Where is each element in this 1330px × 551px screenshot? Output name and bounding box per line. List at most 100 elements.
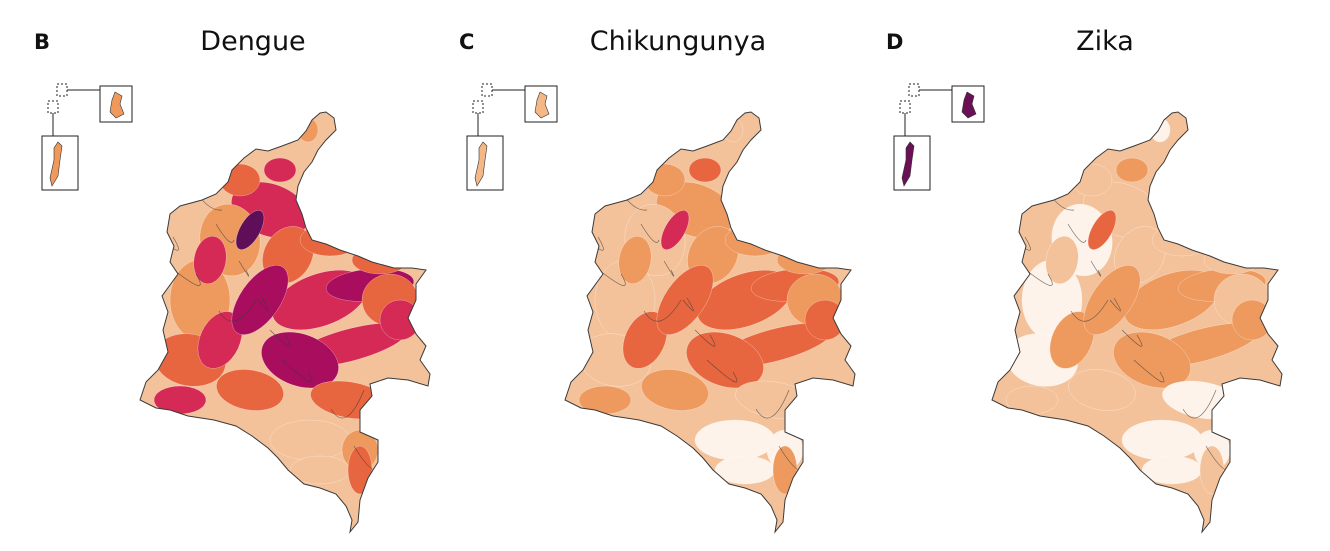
region-patch xyxy=(1231,299,1273,341)
department-boundary xyxy=(1090,260,1102,277)
region-patch xyxy=(1177,133,1207,167)
island-shape xyxy=(109,91,125,119)
department-boundary xyxy=(706,359,738,383)
region-patch xyxy=(804,299,846,341)
department-boundary xyxy=(1228,162,1242,183)
department-boundary xyxy=(1070,299,1109,322)
island-inset xyxy=(893,83,985,191)
region-patch xyxy=(1203,245,1261,275)
choropleth-map xyxy=(466,83,856,534)
department-boundary xyxy=(1121,329,1143,347)
department-boundary xyxy=(269,329,291,347)
region-patch xyxy=(219,163,261,197)
region-patch xyxy=(1149,117,1171,143)
department-boundary xyxy=(1021,149,1063,181)
panel-letter: D xyxy=(886,30,904,54)
region-patch xyxy=(263,157,297,183)
department-boundary xyxy=(1133,359,1165,383)
department-boundary xyxy=(330,389,365,419)
panel-title: Zika xyxy=(1076,26,1134,57)
department-boundary xyxy=(376,162,390,183)
region-patch xyxy=(235,210,265,250)
department-boundary xyxy=(1251,199,1260,216)
department-boundary xyxy=(1182,389,1217,419)
region-patch xyxy=(269,419,351,461)
panel-letter: C xyxy=(459,30,475,54)
country-outline xyxy=(139,111,431,534)
department-boundary xyxy=(824,199,833,216)
department-boundary xyxy=(238,260,250,277)
region-patch xyxy=(618,236,652,284)
department-boundary xyxy=(663,260,675,277)
panel-title: Dengue xyxy=(200,26,306,57)
region-patch xyxy=(660,210,690,250)
region-patch xyxy=(694,419,776,461)
island-shape xyxy=(474,141,488,187)
region-patch xyxy=(1083,265,1141,335)
region-patch xyxy=(347,445,373,495)
department-boundary xyxy=(682,297,694,312)
region-patch xyxy=(1115,157,1149,183)
map-panel-dengue: B Dengue xyxy=(20,0,450,551)
department-boundary xyxy=(1067,223,1087,243)
region-patch xyxy=(193,236,227,284)
region-patch xyxy=(688,157,722,183)
department-boundary xyxy=(694,329,716,347)
region-patch xyxy=(1068,369,1136,411)
department-boundary xyxy=(218,299,257,322)
region-patch xyxy=(641,369,709,411)
region-patch xyxy=(1113,331,1191,389)
region-patch xyxy=(772,445,798,495)
country-outline xyxy=(564,111,856,534)
island-shape xyxy=(49,141,63,187)
region-patch xyxy=(153,385,207,415)
department-boundary xyxy=(640,223,660,243)
region-patch xyxy=(216,369,284,411)
island-shape xyxy=(961,91,977,119)
region-patch xyxy=(231,265,289,335)
region-patch xyxy=(299,223,361,257)
region-patch xyxy=(644,163,686,197)
region-patch xyxy=(1005,385,1059,415)
department-boundary xyxy=(215,223,235,243)
region-patch xyxy=(1121,419,1203,461)
region-patch xyxy=(776,245,834,275)
island-shape xyxy=(901,141,915,187)
region-patch xyxy=(1045,236,1079,284)
region-patch xyxy=(297,117,319,143)
island-shape xyxy=(534,91,550,119)
region-patch xyxy=(351,245,409,275)
region-patch xyxy=(1151,223,1213,257)
department-boundary xyxy=(755,389,790,419)
region-group xyxy=(1005,117,1273,495)
panel-letter: B xyxy=(34,30,51,54)
department-boundary xyxy=(594,149,636,181)
department-boundary xyxy=(169,149,211,181)
region-group xyxy=(578,117,846,495)
region-patch xyxy=(1199,445,1225,495)
department-boundary xyxy=(643,299,682,322)
department-boundary xyxy=(257,297,269,312)
map-panel-zika: D Zika xyxy=(872,0,1302,551)
panel-title: Chikungunya xyxy=(589,26,767,57)
choropleth-map xyxy=(41,83,431,534)
region-patch xyxy=(722,117,744,143)
department-boundary xyxy=(399,199,408,216)
region-patch xyxy=(578,385,632,415)
choropleth-map xyxy=(893,83,1283,534)
region-patch xyxy=(750,133,780,167)
department-boundary xyxy=(801,162,815,183)
region-patch xyxy=(261,331,339,389)
region-patch xyxy=(1087,210,1117,250)
map-panel-chikungunya: C Chikungunya xyxy=(445,0,875,551)
country-outline xyxy=(991,111,1283,534)
island-inset xyxy=(466,83,558,191)
island-inset xyxy=(41,83,133,191)
region-patch xyxy=(724,223,786,257)
region-patch xyxy=(686,331,764,389)
department-boundary xyxy=(173,269,201,286)
region-patch xyxy=(656,265,714,335)
region-group xyxy=(153,117,421,495)
department-boundary xyxy=(598,269,626,286)
region-patch xyxy=(1071,163,1113,197)
